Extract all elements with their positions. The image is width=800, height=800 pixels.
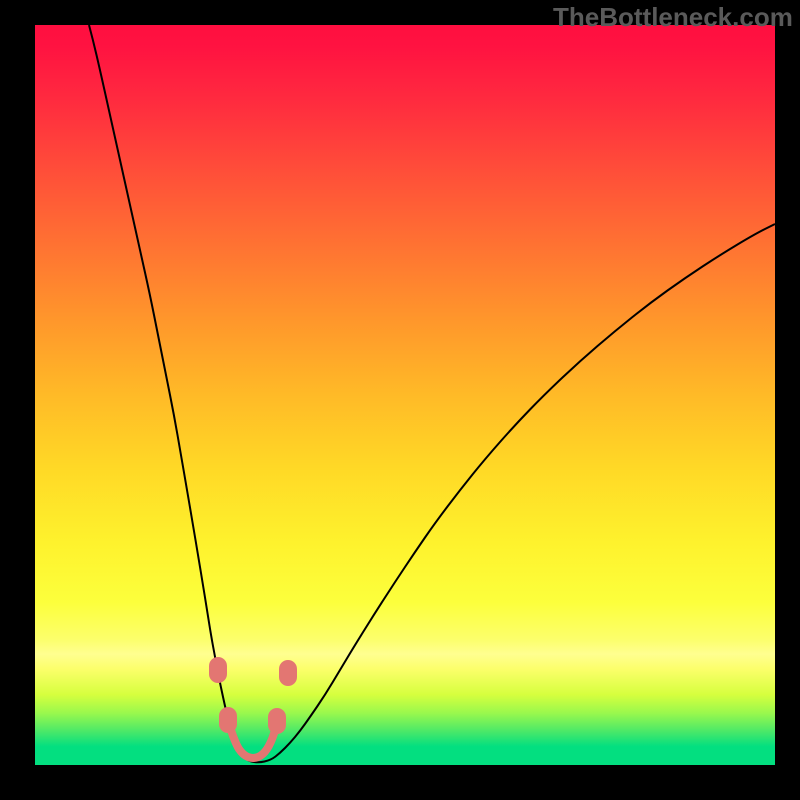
- chart-overlay-svg: [35, 25, 775, 765]
- v-curve: [89, 25, 775, 762]
- watermark: TheBottleneck.com: [553, 2, 793, 33]
- plot-area: [35, 25, 775, 765]
- marker-m1: [209, 657, 227, 683]
- marker-m4: [279, 660, 297, 686]
